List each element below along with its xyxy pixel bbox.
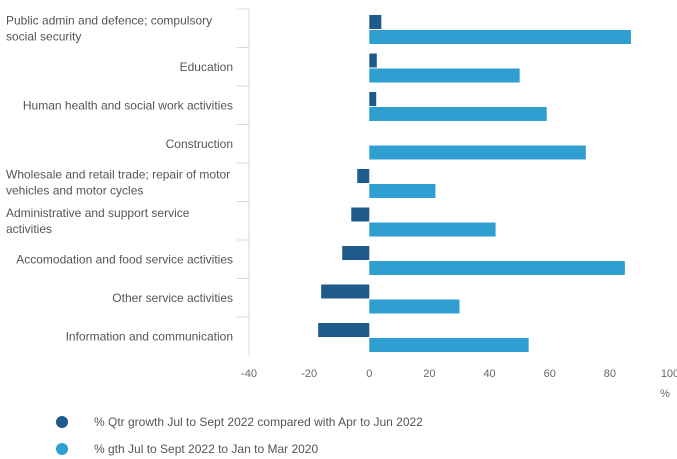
category-label: Administrative and support service bbox=[6, 206, 190, 220]
x-tick-labels: -40 -20 0 20 40 60 80 100 bbox=[241, 368, 677, 380]
bars bbox=[318, 15, 631, 352]
bar-series-1 bbox=[369, 53, 377, 68]
legend-label-growth-since-2020: % gth Jul to Sept 2022 to Jan to Mar 202… bbox=[94, 442, 319, 456]
category-label: Other service activities bbox=[112, 291, 233, 305]
x-axis-unit: % bbox=[660, 388, 670, 400]
category-label: activities bbox=[6, 222, 52, 236]
bar-series-1 bbox=[369, 92, 377, 106]
category-labels: Public admin and defence; compulsory soci… bbox=[6, 13, 233, 343]
legend-swatch-qtr-growth bbox=[56, 416, 68, 428]
legend-swatch-growth-since-2020 bbox=[56, 443, 68, 455]
legend-label-qtr-growth: % Qtr growth Jul to Sept 2022 compared w… bbox=[94, 415, 423, 429]
bar-series-1 bbox=[342, 246, 370, 260]
bar-series-1 bbox=[321, 284, 370, 299]
category-label: Public admin and defence; compulsory bbox=[6, 13, 212, 27]
legend-item-qtr-growth: % Qtr growth Jul to Sept 2022 compared w… bbox=[56, 415, 423, 429]
bar-series-1 bbox=[357, 169, 370, 183]
bar-series-1 bbox=[369, 15, 382, 29]
category-label: social security bbox=[6, 29, 81, 43]
category-label: Human health and social work activities bbox=[23, 98, 233, 112]
category-gridlines bbox=[237, 8, 250, 356]
category-label: Accomodation and food service activities bbox=[16, 252, 233, 266]
bar-series-2 bbox=[369, 30, 631, 44]
bar-series-2 bbox=[369, 107, 547, 121]
bar-series-2 bbox=[369, 299, 460, 314]
bar-series-2 bbox=[369, 184, 436, 198]
x-tick-label: -40 bbox=[241, 368, 257, 380]
bar-series-2 bbox=[369, 68, 520, 83]
x-tick-label: 40 bbox=[483, 368, 495, 380]
category-label: vehicles and motor cycles bbox=[6, 183, 143, 197]
bar-series-2 bbox=[369, 338, 529, 352]
bar-series-2 bbox=[369, 145, 586, 160]
x-tick-label: 60 bbox=[544, 368, 556, 380]
x-tick-label: 0 bbox=[366, 368, 372, 380]
x-tick-label: -20 bbox=[301, 368, 317, 380]
bar-series-1 bbox=[318, 323, 370, 337]
bar-series-2 bbox=[369, 222, 496, 237]
legend-item-growth-since-2020: % gth Jul to Sept 2022 to Jan to Mar 202… bbox=[56, 442, 318, 456]
category-label: Construction bbox=[166, 137, 233, 151]
x-tick-label: 20 bbox=[423, 368, 435, 380]
category-label: Wholesale and retail trade; repair of mo… bbox=[6, 167, 230, 181]
x-tick-label: 80 bbox=[604, 368, 616, 380]
bar-series-1 bbox=[351, 207, 370, 222]
category-label: Education bbox=[180, 60, 233, 74]
bar-series-2 bbox=[369, 261, 625, 275]
category-label: Information and communication bbox=[66, 329, 233, 343]
x-tick-label: 100 bbox=[661, 368, 677, 380]
